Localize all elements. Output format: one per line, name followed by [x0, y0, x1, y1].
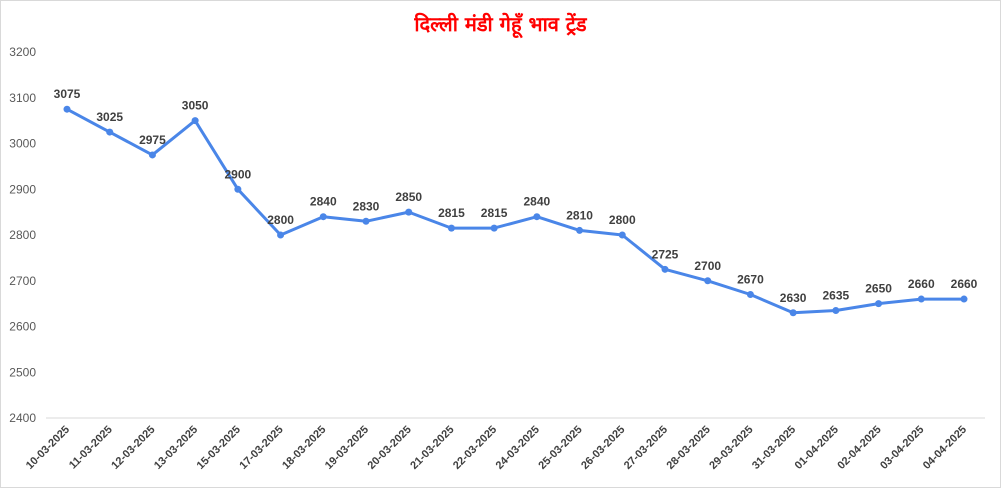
y-tick-label: 2900: [9, 182, 36, 196]
x-tick-label: 02-04-2025: [835, 424, 883, 472]
data-label: 2815: [481, 206, 508, 220]
data-label: 2800: [609, 213, 636, 227]
x-tick-label: 25-03-2025: [536, 424, 584, 472]
y-tick-label: 2400: [9, 411, 36, 425]
x-tick-label: 15-03-2025: [195, 424, 243, 472]
data-label: 2700: [694, 259, 721, 273]
y-tick-label: 2600: [9, 320, 36, 334]
data-label: 2630: [780, 291, 807, 305]
data-point: [447, 224, 455, 232]
data-label: 2900: [225, 167, 252, 181]
x-tick-label: 12-03-2025: [109, 424, 157, 472]
data-point: [917, 295, 925, 303]
x-tick-label: 22-03-2025: [451, 424, 499, 472]
x-axis: 10-03-202511-03-202512-03-202513-03-2025…: [24, 424, 969, 472]
data-points: [63, 105, 968, 317]
x-tick-label: 31-03-2025: [750, 424, 798, 472]
y-tick-label: 3100: [9, 91, 36, 105]
x-tick-label: 17-03-2025: [237, 424, 285, 472]
x-tick-label: 26-03-2025: [579, 424, 627, 472]
data-point: [618, 231, 626, 239]
data-label: 2670: [737, 272, 764, 286]
data-point: [789, 309, 797, 317]
data-point: [405, 208, 413, 216]
data-label: 2660: [908, 277, 935, 291]
data-point: [362, 217, 370, 225]
data-point: [148, 151, 156, 159]
series-line: [65, 107, 966, 315]
x-tick-label: 27-03-2025: [622, 424, 670, 472]
x-tick-label: 28-03-2025: [665, 424, 713, 472]
data-label: 2800: [267, 213, 294, 227]
data-point: [533, 213, 541, 221]
data-label: 2830: [353, 199, 380, 213]
y-tick-label: 3200: [9, 45, 36, 59]
y-tick-label: 3000: [9, 137, 36, 151]
data-point: [704, 277, 712, 285]
data-point: [490, 224, 498, 232]
data-point: [191, 117, 199, 125]
data-label: 2635: [823, 288, 850, 302]
x-tick-label: 19-03-2025: [323, 424, 371, 472]
x-tick-label: 21-03-2025: [408, 424, 456, 472]
data-labels: 3075 3025 2975 3050 2900 2800 2840 2830 2850 2815…: [54, 87, 978, 305]
data-point: [661, 265, 669, 273]
data-label: 2650: [865, 282, 892, 296]
y-axis: 2400 2500 2600 2700 2800 2900 3000 3100 3200: [9, 45, 36, 425]
x-tick-label: 01-04-2025: [793, 424, 841, 472]
data-label: 3025: [96, 110, 123, 124]
data-label: 3075: [54, 87, 81, 101]
data-point: [832, 306, 840, 314]
chart-title: दिल्ली मंडी गेहूँ भाव ट्रेंड: [414, 12, 587, 36]
data-point: [319, 213, 327, 221]
data-label: 2850: [395, 190, 422, 204]
y-tick-label: 2700: [9, 274, 36, 288]
data-label: 2660: [951, 277, 978, 291]
data-point: [234, 185, 242, 193]
data-point: [277, 231, 285, 239]
x-tick-label: 18-03-2025: [280, 424, 328, 472]
data-point: [106, 128, 114, 136]
y-tick-label: 2800: [9, 228, 36, 242]
data-label: 2975: [139, 133, 166, 147]
data-label: 2815: [438, 206, 465, 220]
y-tick-label: 2500: [9, 365, 36, 379]
data-label: 3050: [182, 99, 209, 113]
x-tick-label: 10-03-2025: [24, 424, 72, 472]
data-label: 2810: [566, 208, 593, 222]
x-tick-label: 20-03-2025: [366, 424, 414, 472]
data-point: [576, 226, 584, 234]
x-tick-label: 04-04-2025: [921, 424, 969, 472]
data-point: [960, 295, 968, 303]
x-tick-label: 11-03-2025: [67, 424, 115, 472]
x-tick-label: 03-04-2025: [878, 424, 926, 472]
data-label: 2725: [652, 247, 679, 261]
x-tick-label: 24-03-2025: [494, 424, 542, 472]
data-label: 2840: [310, 195, 337, 209]
data-point: [875, 300, 883, 308]
x-tick-label: 29-03-2025: [707, 424, 755, 472]
data-point: [746, 290, 754, 298]
data-point: [63, 105, 71, 113]
data-label: 2840: [524, 195, 551, 209]
x-tick-label: 13-03-2025: [152, 424, 200, 472]
